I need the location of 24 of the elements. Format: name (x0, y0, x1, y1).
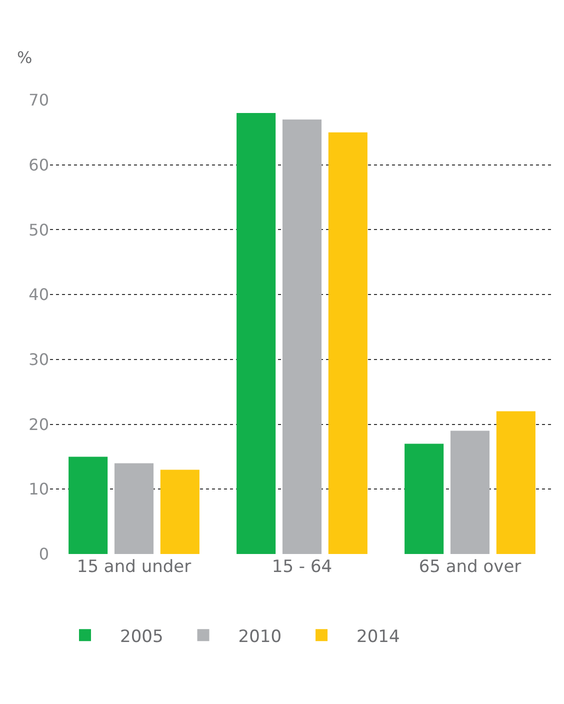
bar (282, 119, 322, 554)
bar (496, 411, 536, 554)
legend-label: 2010 (238, 626, 282, 647)
y-tick-label: 30 (28, 350, 49, 370)
bar (404, 444, 444, 554)
y-tick-label: 10 (28, 480, 49, 499)
bar (160, 470, 200, 554)
y-tick-label: 70 (28, 90, 49, 110)
y-tick-label: 40 (28, 285, 49, 304)
y-axis-title: % (17, 48, 32, 67)
x-tick-label: 65 and over (418, 557, 522, 577)
bar (328, 132, 368, 554)
bar (114, 463, 154, 554)
y-tick-label: 0 (38, 544, 49, 564)
bar (450, 430, 490, 554)
bar (68, 456, 108, 554)
y-tick-label: 20 (28, 414, 49, 434)
legend-label: 2014 (356, 626, 400, 647)
bar (236, 112, 276, 554)
y-tick-label: 50 (28, 220, 49, 240)
x-tick-label: 15 and under (76, 557, 192, 577)
legend-label: 2005 (120, 626, 164, 647)
y-tick-label: 60 (28, 155, 49, 174)
x-tick-label: 15 - 64 (272, 557, 332, 577)
